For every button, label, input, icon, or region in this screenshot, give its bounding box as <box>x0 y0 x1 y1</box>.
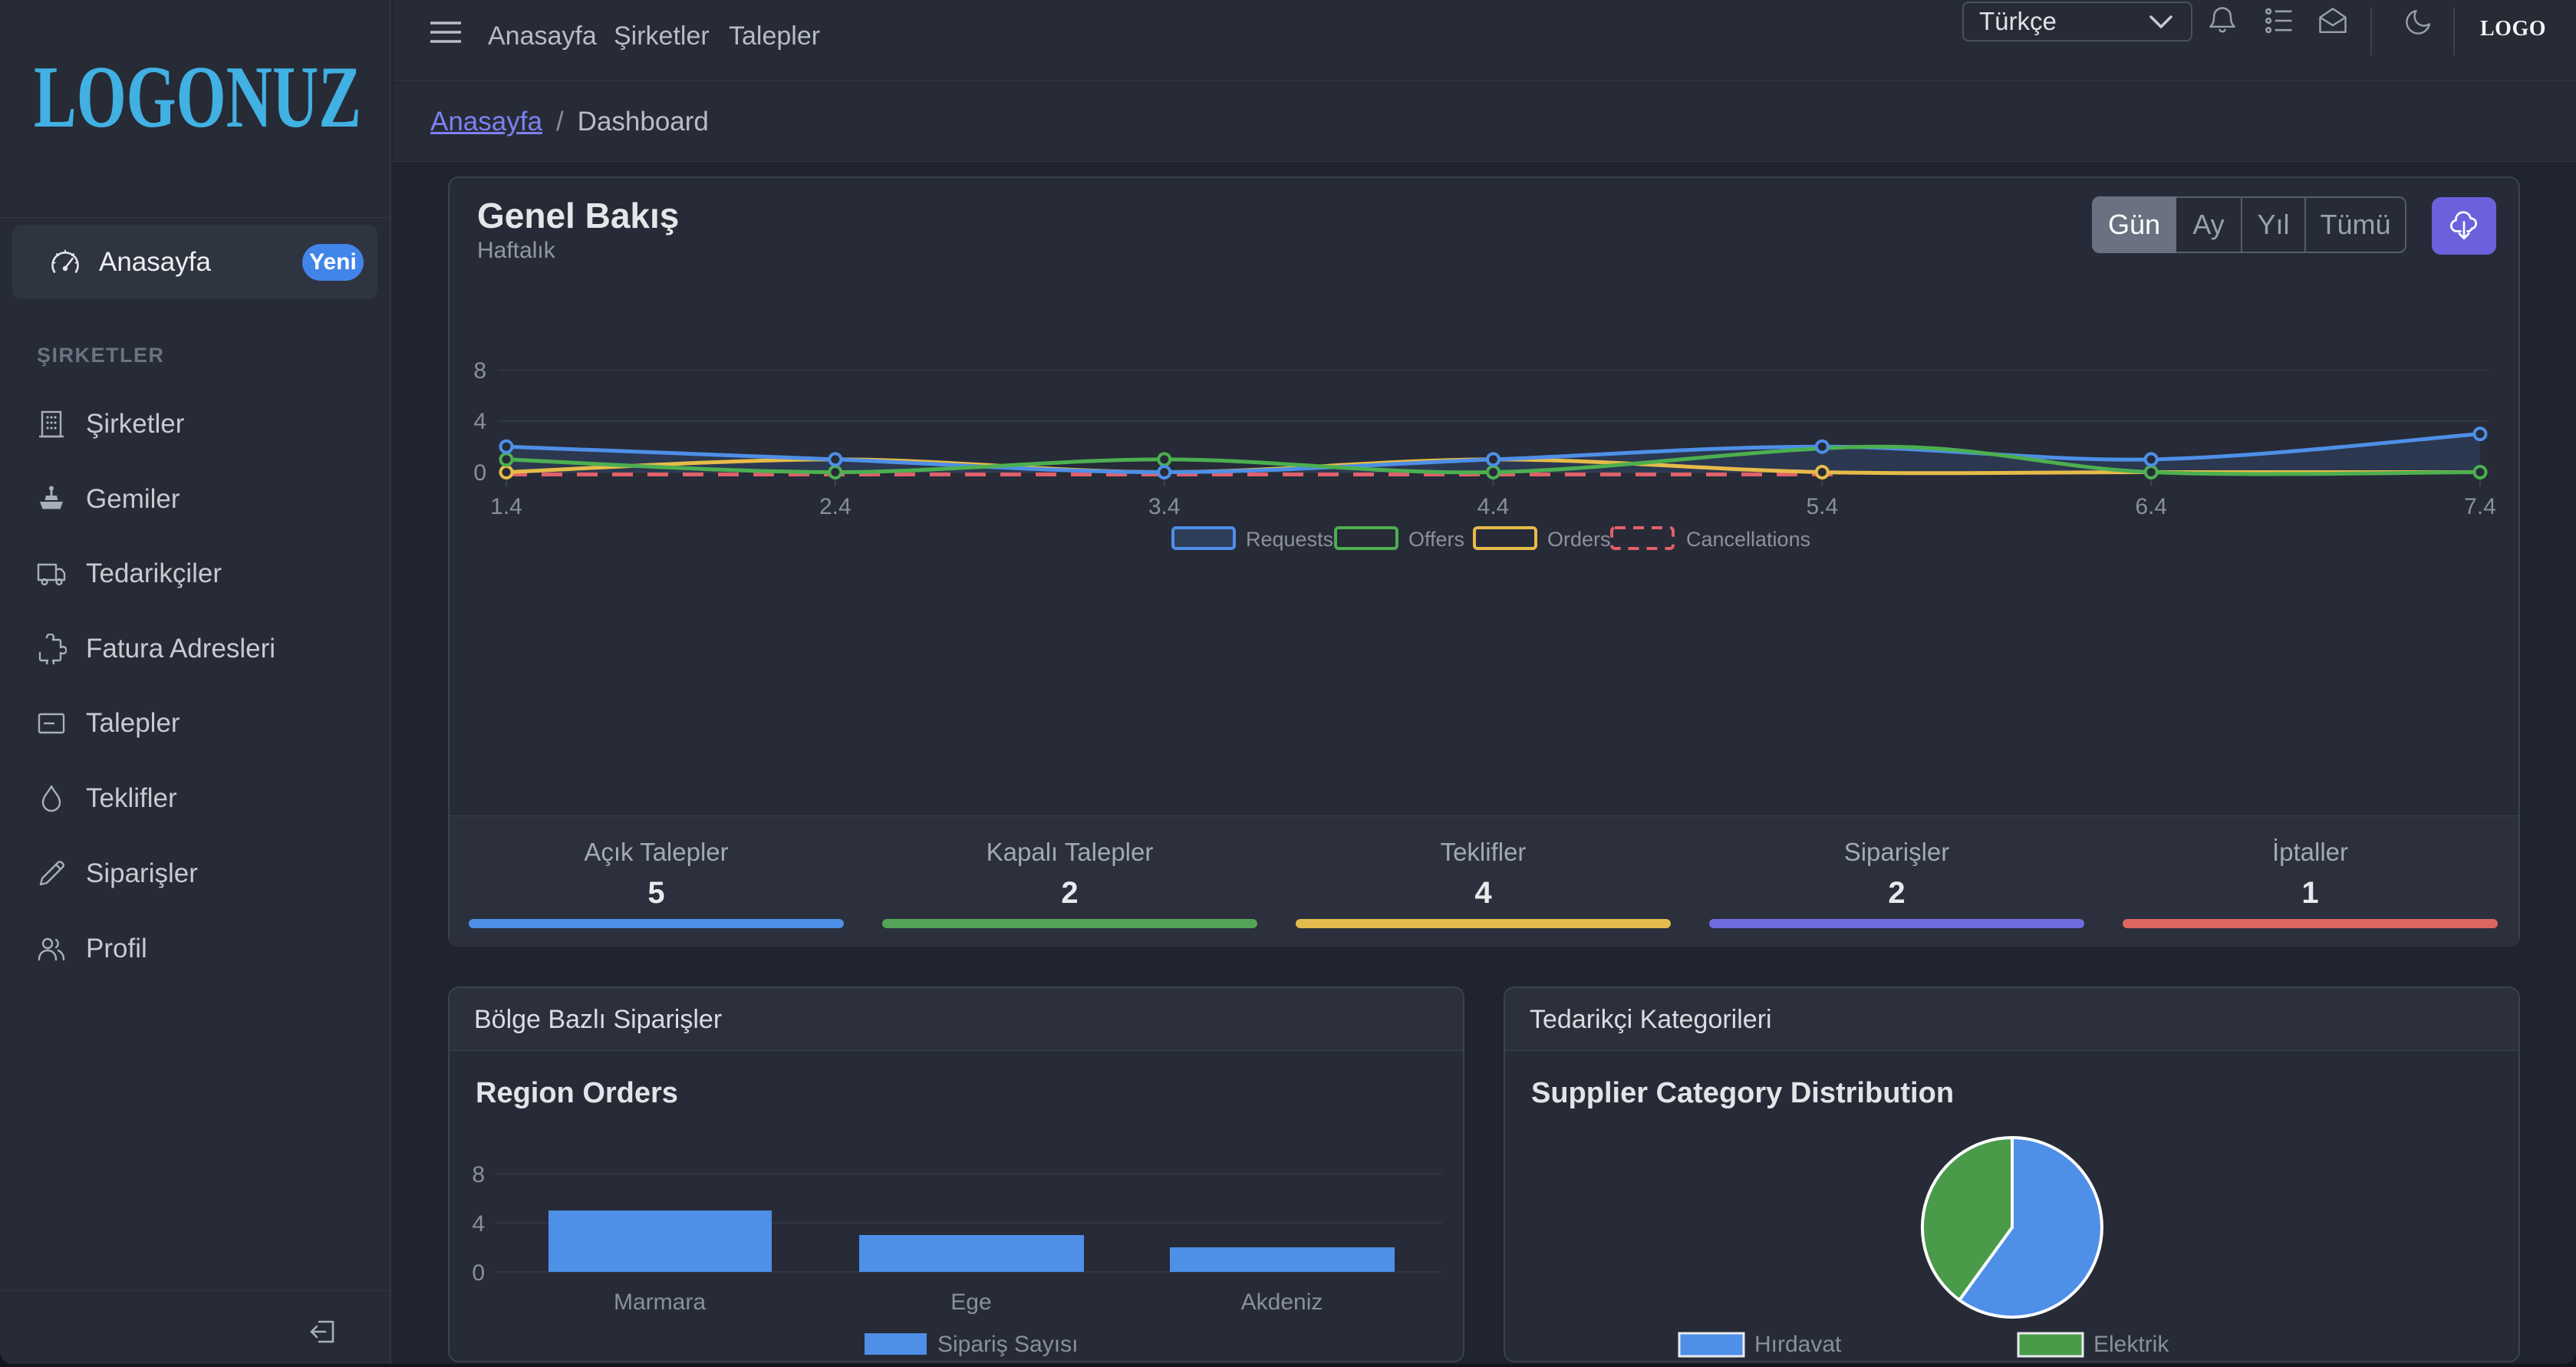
svg-text:4: 4 <box>473 409 486 434</box>
svg-text:Akdeniz: Akdeniz <box>1241 1290 1323 1315</box>
svg-text:3.4: 3.4 <box>1148 494 1181 519</box>
svg-text:Sipariş Sayısı: Sipariş Sayısı <box>937 1332 1078 1357</box>
svg-text:Offers: Offers <box>1408 528 1464 551</box>
svg-text:6.4: 6.4 <box>2135 494 2167 519</box>
svg-text:8: 8 <box>472 1162 485 1187</box>
svg-text:Hırdavat: Hırdavat <box>1754 1332 1842 1357</box>
svg-text:Orders: Orders <box>1547 528 1611 551</box>
svg-text:8: 8 <box>473 358 486 384</box>
svg-text:0: 0 <box>473 460 486 486</box>
svg-text:5.4: 5.4 <box>1806 494 1838 519</box>
svg-text:Cancellations: Cancellations <box>1686 528 1810 551</box>
svg-text:7.4: 7.4 <box>2464 494 2496 519</box>
svg-text:2.4: 2.4 <box>819 494 852 519</box>
svg-text:1.4: 1.4 <box>490 494 522 519</box>
svg-text:4.4: 4.4 <box>1477 494 1510 519</box>
svg-text:Ege: Ege <box>950 1290 991 1315</box>
svg-text:Requests: Requests <box>1246 528 1333 551</box>
svg-text:0: 0 <box>472 1260 485 1286</box>
svg-text:4: 4 <box>472 1211 485 1237</box>
svg-text:Marmara: Marmara <box>614 1290 706 1315</box>
svg-text:Elektrik: Elektrik <box>2093 1332 2169 1357</box>
